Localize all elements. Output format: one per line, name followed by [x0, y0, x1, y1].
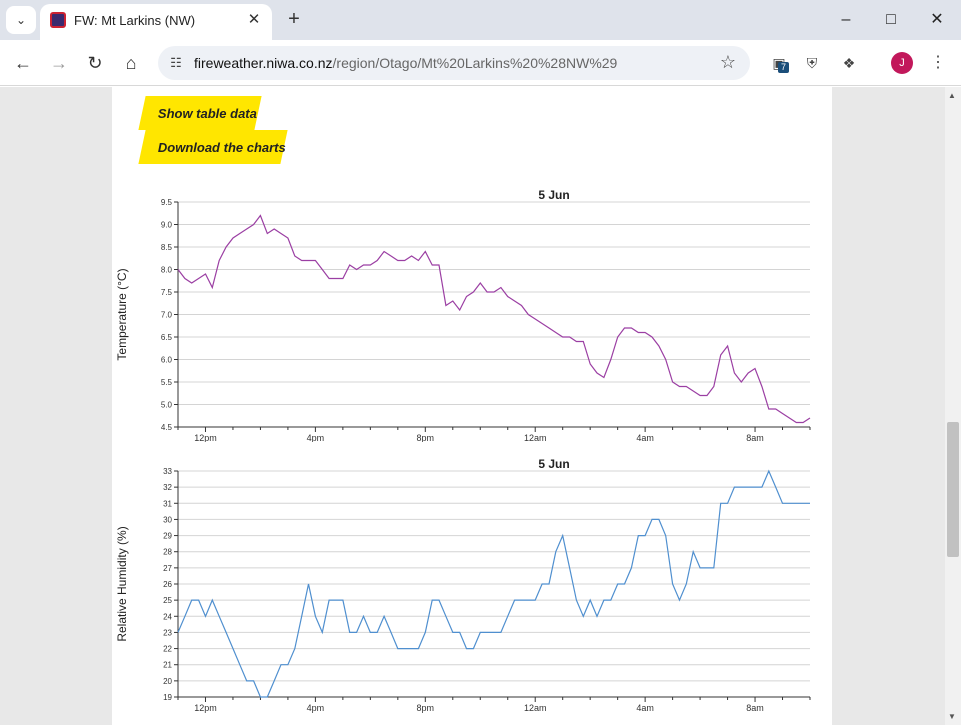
tab-strip: ⌄ FW: Mt Larkins (NW) ✕ + – □ ✕ — [0, 0, 961, 40]
humidity-xtick-label: 12pm — [194, 703, 217, 713]
temperature-ytick-label: 4.5 — [161, 423, 173, 432]
show-table-button[interactable]: Show table data — [138, 96, 262, 130]
humidity-ytick-label: 23 — [163, 628, 172, 637]
url-text[interactable]: fireweather.niwa.co.nz/region/Otago/Mt%2… — [194, 55, 617, 71]
download-charts-button[interactable]: Download the charts — [138, 130, 288, 164]
back-icon[interactable]: ← — [14, 53, 32, 73]
avatar[interactable]: J — [891, 52, 913, 74]
puzzle-icon[interactable]: ❖ — [842, 55, 856, 71]
address-bar[interactable]: ☷ fireweather.niwa.co.nz/region/Otago/Mt… — [158, 46, 750, 80]
humidity-xtick-label: 8am — [746, 703, 764, 713]
favicon-icon — [50, 12, 66, 28]
temperature-title: 5 Jun — [538, 188, 569, 202]
scroll-down-icon[interactable]: ▼ — [948, 712, 956, 721]
humidity-xtick-label: 4pm — [307, 703, 325, 713]
humidity-ylabel: Relative Humidity (%) — [115, 526, 129, 641]
humidity-ytick-label: 26 — [163, 580, 172, 589]
temperature-ytick-label: 5.0 — [161, 401, 173, 410]
humidity-ytick-label: 20 — [163, 677, 172, 686]
extension-badge: 7 — [778, 62, 790, 73]
close-icon[interactable]: ✕ — [247, 11, 261, 28]
temperature-ytick-label: 6.5 — [161, 333, 173, 342]
temperature-series-line — [177, 214, 811, 424]
temperature-ytick-label: 5.5 — [161, 378, 173, 387]
temperature-xtick-label: 8am — [746, 433, 764, 442]
temperature-xtick-label: 4am — [636, 433, 654, 442]
humidity-ytick-label: 31 — [163, 499, 172, 508]
page-viewport: Show table data Download the charts 5 Ju… — [0, 87, 945, 725]
humidity-xtick-label: 8pm — [417, 703, 435, 713]
url-host: fireweather.niwa.co.nz — [194, 55, 333, 71]
download-charts-label: Download the charts — [158, 139, 286, 155]
temperature-xtick-label: 4pm — [307, 433, 325, 442]
temperature-ytick-label: 7.0 — [161, 311, 173, 320]
scroll-up-icon[interactable]: ▲ — [948, 91, 956, 100]
temperature-ytick-label: 6.0 — [161, 356, 173, 365]
humidity-ytick-label: 21 — [163, 661, 172, 670]
humidity-ytick-label: 19 — [163, 693, 172, 702]
humidity-ytick-label: 28 — [163, 548, 172, 557]
plus-icon[interactable]: + — [288, 8, 300, 30]
browser-toolbar: ← → ↻ ⌂ ☷ fireweather.niwa.co.nz/region/… — [0, 40, 961, 86]
humidity-ytick-label: 27 — [163, 564, 172, 573]
temperature-xtick-label: 12am — [524, 433, 547, 442]
humidity-xtick-label: 12am — [524, 703, 547, 713]
window-close-icon[interactable]: ✕ — [930, 11, 944, 28]
shield-icon[interactable]: ⛨ — [806, 55, 818, 71]
menu-icon[interactable]: ⋮ — [930, 54, 946, 71]
humidity-ytick-label: 33 — [163, 467, 172, 476]
page-content: Show table data Download the charts 5 Ju… — [112, 87, 832, 725]
home-icon[interactable]: ⌂ — [125, 53, 137, 73]
humidity-ytick-label: 22 — [163, 645, 172, 654]
humidity-ytick-label: 29 — [163, 532, 172, 541]
humidity-ytick-label: 25 — [163, 596, 172, 605]
temperature-ytick-label: 9.5 — [161, 198, 173, 207]
humidity-series-line — [177, 469, 810, 698]
reload-icon[interactable]: ↻ — [87, 53, 103, 73]
humidity-ytick-label: 24 — [163, 612, 172, 621]
humidity-ytick-label: 30 — [163, 515, 172, 524]
maximize-icon[interactable]: □ — [886, 11, 896, 28]
temperature-ytick-label: 8.0 — [161, 266, 173, 275]
url-path: /region/Otago/Mt%20Larkins%20%28NW%29 — [332, 55, 618, 71]
temperature-xtick-label: 12pm — [194, 433, 217, 442]
temperature-chart: 5 Jun 4.5 5.0 5.5 6.0 6.5 7.0 7.5 8.0 8.5 9.0 9.5 12… — [115, 188, 811, 442]
tab-active[interactable]: FW: Mt Larkins (NW) ✕ — [40, 4, 272, 40]
scrollbar[interactable]: ▲ ▼ — [945, 87, 961, 725]
temperature-ytick-label: 8.5 — [161, 243, 173, 252]
star-icon[interactable]: ☆ — [719, 52, 736, 72]
temperature-xtick-label: 8pm — [417, 433, 435, 442]
minimize-icon[interactable]: – — [841, 11, 851, 28]
temperature-ytick-label: 9.0 — [161, 221, 173, 230]
site-info-icon[interactable]: ☷ — [170, 55, 182, 70]
temperature-ylabel: Temperature (°C) — [115, 268, 129, 360]
forward-icon[interactable]: → — [50, 53, 68, 73]
humidity-title: 5 Jun — [538, 457, 569, 471]
humidity-xtick-label: 4am — [636, 703, 654, 713]
tab-title: FW: Mt Larkins (NW) — [74, 13, 196, 28]
humidity-ytick-label: 32 — [163, 483, 172, 492]
humidity-chart: 5 Jun 19 20 21 22 23 24 25 26 27 28 29 30 31 32 33 12pm 4… — [115, 457, 811, 713]
temperature-ytick-label: 7.5 — [161, 288, 173, 297]
chevron-down-icon[interactable]: ⌄ — [6, 6, 36, 34]
show-table-label: Show table data — [158, 105, 257, 121]
scrollbar-thumb[interactable] — [947, 422, 959, 557]
extension-icon[interactable]: ▣7 — [768, 52, 790, 74]
